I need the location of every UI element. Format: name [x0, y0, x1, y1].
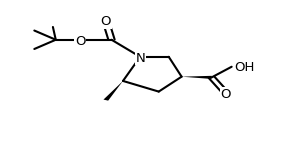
- Polygon shape: [104, 81, 123, 101]
- Polygon shape: [182, 76, 212, 79]
- Text: N: N: [135, 52, 145, 65]
- Text: O: O: [221, 88, 231, 101]
- Text: O: O: [75, 35, 85, 48]
- Text: O: O: [101, 15, 111, 28]
- Text: OH: OH: [235, 61, 255, 74]
